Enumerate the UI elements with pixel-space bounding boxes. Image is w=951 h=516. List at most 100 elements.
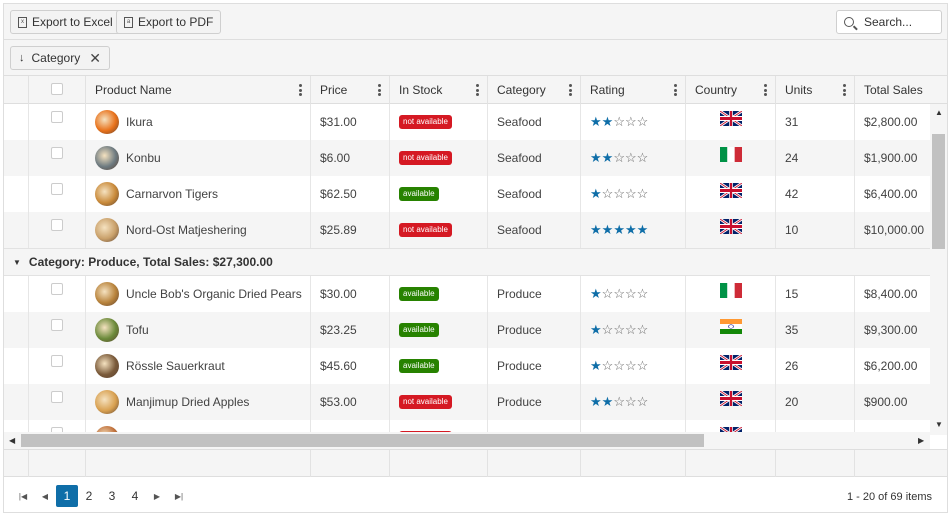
row-checkbox[interactable] [51,391,63,403]
vertical-scroll-thumb[interactable] [932,134,945,249]
next-page-icon[interactable]: ▶ [153,491,161,501]
units-cell: 26 [775,348,854,384]
column-menu-icon[interactable] [674,84,677,96]
category-cell: Seafood [487,176,580,212]
country-cell [685,140,775,176]
data-grid: x Export to Excel a Export to PDF ↓ Cate… [3,3,948,513]
units-cell: 35 [775,312,854,348]
star-empty-icon: ☆ [624,322,637,337]
star-rating: ★☆☆☆☆ [590,186,648,202]
in-stock-cell: available [389,312,487,348]
column-menu-icon[interactable] [378,84,381,96]
price-cell: $31.00 [310,104,389,140]
page-button-1[interactable]: 1 [56,485,78,507]
country-cell [685,276,775,312]
column-header-in-stock[interactable]: In Stock [389,76,487,104]
column-header-country[interactable]: Country [685,76,775,104]
last-page-icon[interactable]: ▶| [174,491,184,501]
star-filled-icon: ★ [601,114,614,129]
star-empty-icon: ☆ [613,150,625,165]
row-checkbox[interactable] [51,319,63,331]
export-pdf-label: Export to PDF [138,15,214,29]
column-menu-icon[interactable] [299,84,302,96]
column-header-price[interactable]: Price [310,76,389,104]
star-filled-icon: ★ [601,394,614,409]
first-page-icon[interactable]: |◀ [18,491,28,501]
select-all-checkbox[interactable] [51,83,63,95]
star-filled-icon: ★ [636,222,649,237]
star-empty-icon: ☆ [624,394,637,409]
star-filled-icon: ★ [590,394,602,409]
column-menu-icon[interactable] [843,84,846,96]
scroll-up-icon[interactable]: ▲ [935,108,943,117]
horizontal-scrollbar[interactable]: ◀ ▶ [4,432,930,449]
star-rating: ★☆☆☆☆ [590,286,648,302]
column-header-label: Total Sales [864,83,923,97]
column-menu-icon[interactable] [476,84,479,96]
page-button-3[interactable]: 3 [108,489,116,503]
product-name: Konbu [126,151,161,165]
row-checkbox[interactable] [51,183,63,195]
search-input[interactable] [864,15,934,29]
search-icon [844,17,854,27]
row-checkbox[interactable] [51,355,63,367]
column-header-total-sales[interactable]: Total Sales [854,76,947,104]
export-pdf-button[interactable]: a Export to PDF [116,10,222,34]
table-row: Manjimup Dried Apples $53.00 not available… [4,384,930,420]
status-badge: available [399,287,439,301]
select-cell [28,348,85,384]
product-name-cell: Rössle Sauerkraut [85,348,310,384]
select-cell [28,140,85,176]
row-indent [4,176,28,212]
group-header-row[interactable]: ▼ Category: Produce, Total Sales: $27,300… [4,248,930,276]
star-filled-icon: ★ [590,114,602,129]
horizontal-scroll-thumb[interactable] [21,434,704,447]
uk-flag-icon [720,391,742,406]
star-empty-icon: ☆ [636,322,649,337]
column-menu-icon[interactable] [569,84,572,96]
row-checkbox[interactable] [51,427,63,435]
page-button-4[interactable]: 4 [131,489,139,503]
scroll-down-icon[interactable]: ▼ [935,420,943,429]
group-panel: ↓ Category ✕ [4,40,947,76]
collapse-group-icon[interactable]: ▼ [13,257,21,267]
star-filled-icon: ★ [590,286,602,301]
vertical-scrollbar[interactable]: ▲ ▼ [930,104,947,435]
export-excel-button[interactable]: x Export to Excel [10,10,121,34]
select-cell [28,420,85,435]
rating-cell: ★☆☆☆☆ [580,176,685,212]
row-checkbox[interactable] [51,219,63,231]
footer-cell [389,450,487,478]
footer-cell [487,450,580,478]
star-empty-icon: ☆ [601,286,614,301]
column-menu-icon[interactable] [764,84,767,96]
prev-page-icon[interactable]: ◀ [41,491,49,501]
column-header-product-name[interactable]: Product Name [85,76,310,104]
table-row: Ikura $31.00 not available Seafood ★ ★ ☆ ☆ ☆ 31 $2… [4,104,930,140]
remove-group-icon[interactable]: ✕ [89,49,101,66]
column-header-category[interactable]: Category [487,76,580,104]
in-stock-cell: not available [389,104,487,140]
row-indent [4,276,28,312]
column-header-rating[interactable]: Rating [580,76,685,104]
rating-cell: ★ ★ ☆ ☆ ☆ [580,384,685,420]
grid-body: Ikura $31.00 not available Seafood ★ ★ ☆ ☆ ☆ 31 $2… [4,104,930,435]
row-checkbox[interactable] [51,147,63,159]
row-checkbox[interactable] [51,283,63,295]
sort-down-icon: ↓ [19,52,25,64]
row-checkbox[interactable] [51,111,63,123]
total-sales-cell: $8,400.00 [854,276,930,312]
uk-flag-icon [720,219,742,234]
scroll-left-icon[interactable]: ◀ [9,436,16,445]
star-empty-icon: ☆ [601,358,614,373]
total-sales-cell: $1,900.00 [854,140,930,176]
scroll-right-icon[interactable]: ▶ [918,436,925,445]
row-indent [4,384,28,420]
page-button-2[interactable]: 2 [85,489,93,503]
status-badge: available [399,359,439,373]
group-chip-category[interactable]: ↓ Category ✕ [10,46,110,70]
product-name-cell: Ikura [85,104,310,140]
column-header-units[interactable]: Units [775,76,854,104]
product-avatar [95,182,119,206]
column-header-label: Rating [590,83,625,97]
